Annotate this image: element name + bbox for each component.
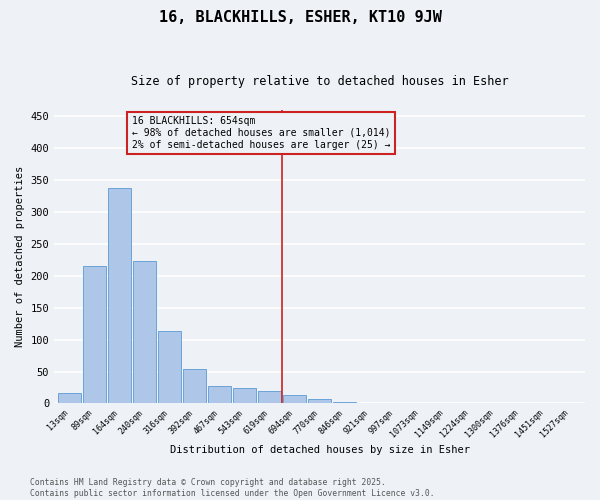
Y-axis label: Number of detached properties: Number of detached properties [15, 166, 25, 348]
Bar [508, 403, 532, 404]
Bar [208, 386, 231, 404]
Bar [458, 403, 481, 404]
Bar [283, 394, 306, 404]
Title: Size of property relative to detached houses in Esher: Size of property relative to detached ho… [131, 75, 508, 88]
Bar [358, 403, 381, 404]
Bar [233, 388, 256, 404]
Bar [559, 403, 581, 404]
Bar [108, 188, 131, 404]
Bar [383, 403, 406, 404]
Bar [83, 266, 106, 404]
Bar [58, 392, 81, 404]
Bar [133, 260, 156, 404]
Bar [258, 392, 281, 404]
X-axis label: Distribution of detached houses by size in Esher: Distribution of detached houses by size … [170, 445, 470, 455]
Bar [158, 332, 181, 404]
Text: 16 BLACKHILLS: 654sqm
← 98% of detached houses are smaller (1,014)
2% of semi-de: 16 BLACKHILLS: 654sqm ← 98% of detached … [132, 116, 390, 150]
Bar [308, 399, 331, 404]
Bar [183, 369, 206, 404]
Text: 16, BLACKHILLS, ESHER, KT10 9JW: 16, BLACKHILLS, ESHER, KT10 9JW [158, 10, 442, 25]
Bar [333, 402, 356, 404]
Text: Contains HM Land Registry data © Crown copyright and database right 2025.
Contai: Contains HM Land Registry data © Crown c… [30, 478, 434, 498]
